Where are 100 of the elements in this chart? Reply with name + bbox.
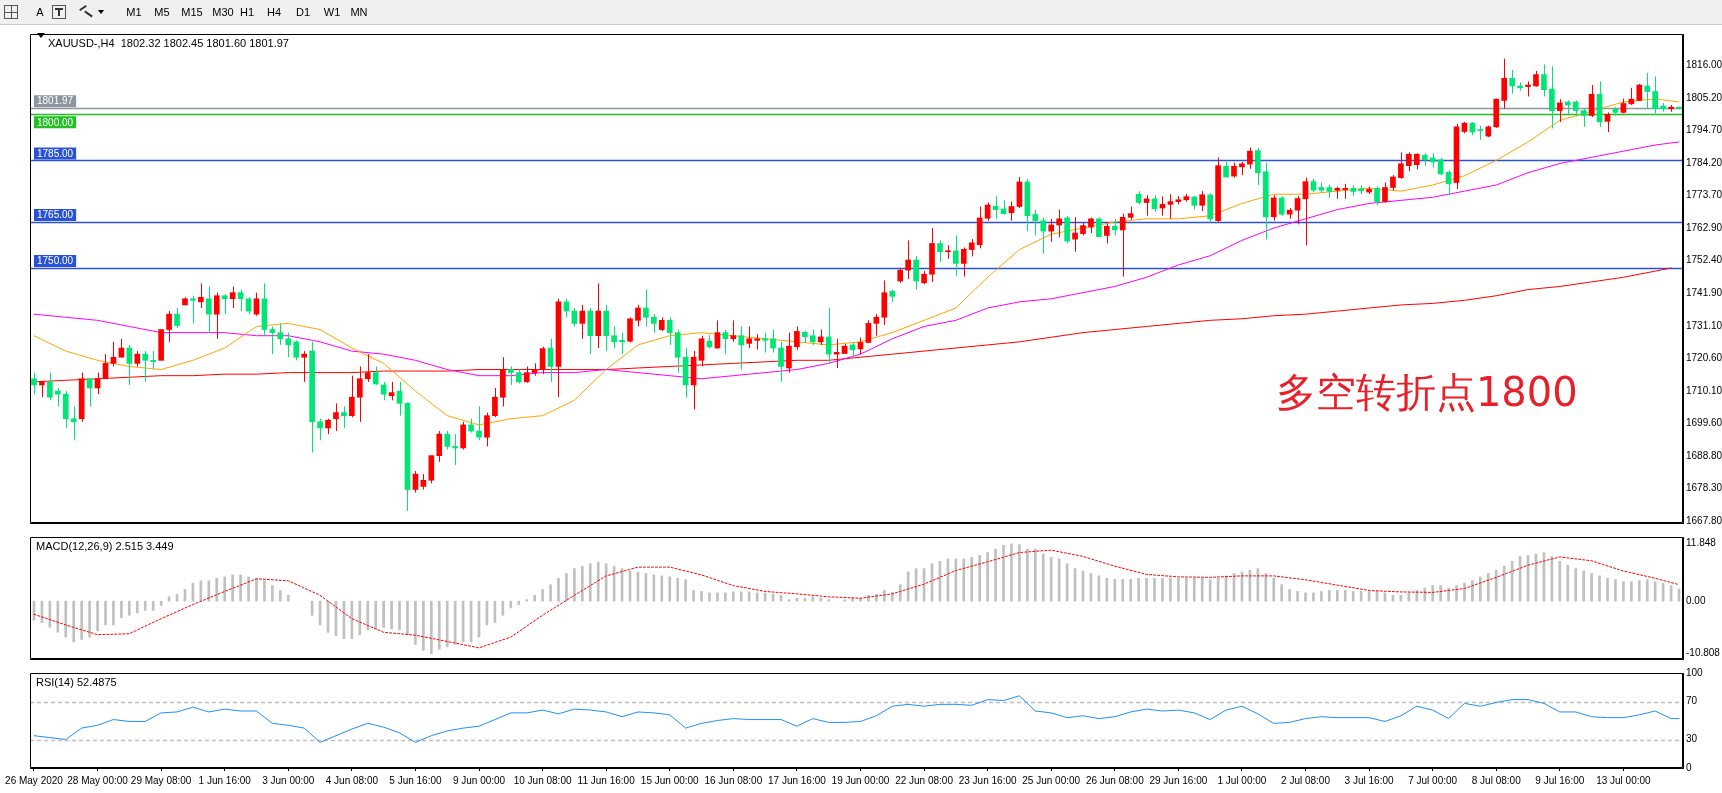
x-tick-label: 19 Jun 00:00 xyxy=(831,774,890,786)
candlestick xyxy=(158,329,164,361)
bar xyxy=(716,592,719,602)
candlestick xyxy=(333,402,339,432)
bar xyxy=(406,600,409,636)
candlestick xyxy=(213,292,220,340)
x-tick-label: 29 May 08:00 xyxy=(130,774,192,786)
bar xyxy=(1041,553,1045,602)
candlestick xyxy=(651,313,657,334)
x-tick-label: 1 Jul 00:00 xyxy=(1217,774,1267,786)
bar xyxy=(1169,577,1172,602)
bar xyxy=(1351,591,1355,602)
bar xyxy=(80,600,83,640)
bar xyxy=(1455,585,1458,602)
x-tick-label: 13 Jul 00:00 xyxy=(1596,774,1652,786)
bar xyxy=(1574,568,1578,602)
ref-line-label: 1800.00 xyxy=(37,116,74,128)
bar xyxy=(1018,544,1021,602)
bar xyxy=(64,600,68,638)
chart-title: XAUUSD-,H4 1802.32 1802.45 1801.60 1801.97 xyxy=(48,37,289,50)
bar xyxy=(120,600,123,619)
bar xyxy=(1121,578,1125,602)
bar xyxy=(1407,592,1411,602)
y-tick-label: 1667.80 xyxy=(1686,514,1722,526)
bar xyxy=(1272,577,1276,602)
bar xyxy=(596,561,600,602)
bar xyxy=(398,600,401,631)
y-tick-label: 0 xyxy=(1686,761,1692,773)
bar xyxy=(112,600,115,626)
text: M30 xyxy=(211,5,235,20)
candlestick xyxy=(428,455,435,484)
bar xyxy=(366,600,370,631)
candlestick xyxy=(341,405,347,429)
y-tick-label: 1752.40 xyxy=(1686,254,1722,266)
bar xyxy=(1653,581,1657,602)
bar xyxy=(700,591,703,602)
y-tick-label: 1762.90 xyxy=(1686,222,1722,234)
bar xyxy=(811,596,815,602)
bar xyxy=(1423,587,1427,602)
bar xyxy=(573,568,576,602)
y-tick-label: 1794.70 xyxy=(1686,124,1722,136)
x-tick-label: 9 Jul 16:00 xyxy=(1535,774,1585,786)
candlestick xyxy=(1342,183,1349,200)
candlestick xyxy=(1350,184,1357,197)
bar xyxy=(374,600,378,630)
bar xyxy=(898,584,902,602)
y-tick-label: 1784.20 xyxy=(1686,156,1722,168)
bar xyxy=(588,563,592,602)
x-tick-label: 1 Jun 16:00 xyxy=(198,774,252,786)
bar xyxy=(135,600,139,614)
y-tick-label: 1678.30 xyxy=(1686,482,1722,494)
candlestick xyxy=(730,319,737,343)
y-tick-label: 100 xyxy=(1686,666,1704,678)
bar xyxy=(660,575,664,602)
bar xyxy=(1002,544,1005,602)
candlestick xyxy=(476,405,482,441)
candlestick xyxy=(929,227,935,283)
bar xyxy=(1622,581,1625,602)
bar xyxy=(819,597,823,602)
y-tick-label: 0.00 xyxy=(1686,594,1706,606)
x-tick-label: 29 Jun 16:00 xyxy=(1149,774,1208,786)
ref-line-label: 1785.00 xyxy=(37,147,74,159)
bar xyxy=(668,576,672,602)
bar xyxy=(128,600,131,616)
y-tick-label: 1720.60 xyxy=(1686,352,1722,364)
text: M15 xyxy=(180,5,204,20)
candlestick xyxy=(285,332,292,358)
bar xyxy=(1304,592,1307,602)
bar xyxy=(271,585,274,602)
y-tick-label: 1805.20 xyxy=(1686,92,1722,104)
bar xyxy=(1431,585,1434,602)
bar xyxy=(676,577,680,602)
bar xyxy=(1192,577,1196,602)
bar xyxy=(104,600,107,626)
bar xyxy=(1026,548,1029,602)
bar xyxy=(1471,580,1474,602)
text: D1 xyxy=(294,5,312,20)
bar xyxy=(286,595,290,602)
x-tick-label: 28 May 00:00 xyxy=(67,774,129,786)
bar xyxy=(1320,591,1323,602)
bar xyxy=(1439,585,1442,602)
bar xyxy=(1033,548,1037,602)
bar xyxy=(1486,573,1490,602)
x-tick-label: 26 May 2020 xyxy=(5,774,64,786)
text: W1 xyxy=(322,5,342,20)
ref-line-label: 1801.97 xyxy=(37,95,74,107)
candlestick xyxy=(674,329,681,374)
bar xyxy=(843,599,846,602)
bar xyxy=(223,576,227,602)
candlestick xyxy=(205,286,212,334)
y-tick-label: -10.808 xyxy=(1686,647,1721,659)
candlestick xyxy=(1334,186,1341,200)
bar xyxy=(1630,581,1633,602)
y-tick-label: 1688.80 xyxy=(1686,450,1722,462)
bar xyxy=(247,576,250,602)
x-tick-label: 9 Jun 00:00 xyxy=(452,774,506,786)
bar xyxy=(430,600,433,654)
x-tick-label: 22 Jun 08:00 xyxy=(895,774,954,786)
bar xyxy=(1598,575,1601,602)
x-tick-label: 3 Jul 16:00 xyxy=(1344,774,1394,786)
